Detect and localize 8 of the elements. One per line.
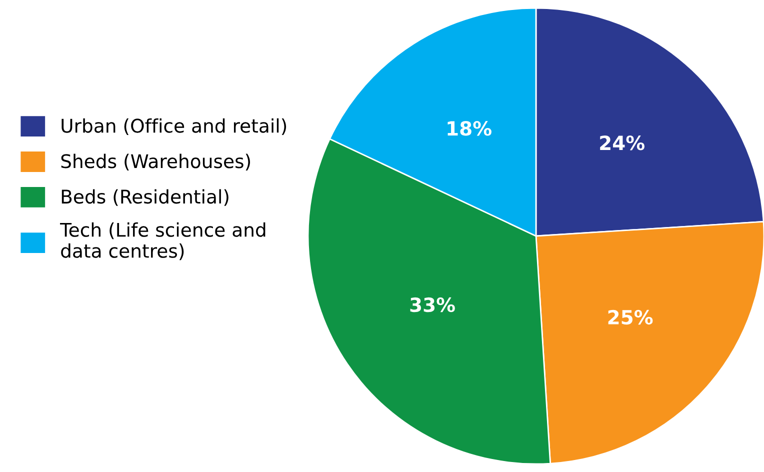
legend-label: Sheds (Warehouses) [61,154,250,170]
data-label: 25% [608,310,653,325]
data-label: 33% [410,297,455,312]
legend-label: Urban (Office and retail) [62,118,286,136]
data-label: 18% [448,121,492,136]
legend-label: Tech (Life science and data centres) [60,222,266,260]
legend-label: Beds (Residential) [62,189,228,206]
data-label: 24% [600,136,644,150]
